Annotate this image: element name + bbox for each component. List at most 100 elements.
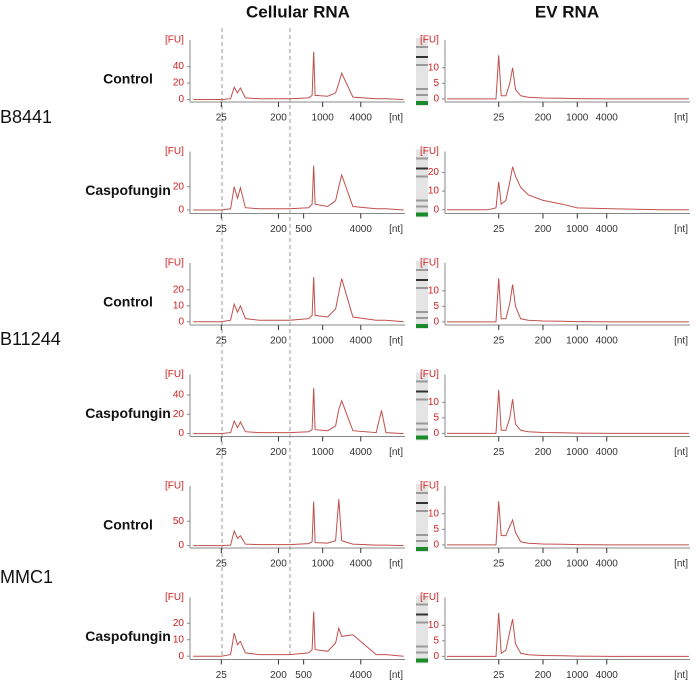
x-tick-label: 500 [295,224,312,235]
gel-band [416,390,428,393]
y-tick-label: 0 [433,540,439,551]
x-axis-label: [nt] [389,224,403,235]
x-tick-label: 200 [535,224,552,235]
gel-band [416,621,428,624]
y-tick-label: 10 [428,397,440,408]
x-axis-label: [nt] [389,113,403,124]
gel-band [416,510,428,512]
gel-band [416,317,428,319]
gel-band [416,534,428,536]
condition-label: Caspofungin [85,628,171,644]
strain-label: B8441 [0,107,52,127]
x-tick-label: 1000 [312,447,335,458]
x-tick-label: 200 [535,670,552,681]
y-tick-label: 0 [433,204,439,215]
x-tick-label: 4000 [350,447,373,458]
y-tick-label: 0 [178,316,184,327]
gel-band [416,398,428,401]
y-axis-label: [FU] [165,258,184,269]
y-tick-label: 0 [433,317,439,328]
x-tick-label: 1000 [566,447,589,458]
y-tick-label: 40 [173,390,185,401]
y-tick-label: 5 [433,78,439,89]
x-tick-label: 4000 [350,559,373,570]
x-axis-label: [nt] [674,113,688,124]
gel-band [416,64,428,66]
x-tick-label: 4000 [596,113,619,124]
y-axis-label: [FU] [165,481,184,492]
x-axis-label: [nt] [674,670,688,681]
trace [193,165,404,211]
y-tick-label: 20 [173,181,185,192]
y-axis-label: [FU] [165,592,184,603]
x-tick-label: 200 [270,113,287,124]
x-tick-label: 200 [270,559,287,570]
gel-band [416,311,428,313]
y-tick-label: 0 [433,94,439,105]
gel-marker [416,658,428,663]
y-tick-label: 5 [433,635,439,646]
gel-band [416,269,428,271]
y-tick-label: 10 [173,634,185,645]
y-axis-label: [FU] [165,369,184,380]
y-axis-label: [FU] [420,369,439,380]
x-tick-label: 25 [216,447,228,458]
x-tick-label: 200 [535,336,552,347]
gel-marker [416,547,428,551]
y-tick-label: 0 [178,540,184,551]
y-tick-label: 0 [433,651,439,662]
x-axis-label: [nt] [389,670,403,681]
column-title: EV RNA [535,2,599,21]
y-axis-label: [FU] [420,481,439,492]
x-tick-label: 1000 [312,113,335,124]
gel-band [416,56,428,58]
x-tick-label: 4000 [596,447,619,458]
gel-band [416,645,428,648]
trace [447,612,689,657]
x-tick-label: 4000 [596,336,619,347]
x-axis-label: [nt] [674,447,688,458]
x-tick-label: 1000 [566,670,589,681]
condition-label: Caspofungin [85,405,171,421]
y-tick-label: 5 [433,301,439,312]
strain-label: MMC1 [0,567,53,587]
x-tick-label: 4000 [350,224,373,235]
x-tick-label: 200 [270,224,287,235]
x-axis-label: [nt] [674,336,688,347]
y-axis-label: [FU] [420,258,439,269]
trace [447,278,689,323]
gel-band [416,613,428,616]
gel-band [416,492,428,494]
x-tick-label: 25 [216,559,228,570]
strain-label: B11244 [0,329,61,349]
x-tick-label: 200 [270,336,287,347]
gel-band [416,603,428,606]
x-tick-label: 25 [493,224,505,235]
y-tick-label: 20 [173,78,185,89]
trace [447,166,689,211]
y-axis-label: [FU] [165,146,184,157]
gel-band [416,287,428,289]
trace [447,501,689,546]
x-tick-label: 25 [216,336,228,347]
y-tick-label: 0 [178,94,184,105]
x-tick-label: 4000 [350,336,373,347]
x-axis-label: [nt] [389,336,403,347]
x-axis-label: [nt] [389,559,403,570]
trace [193,51,404,100]
x-tick-label: 200 [270,447,287,458]
x-tick-label: 1000 [566,224,589,235]
condition-label: Control [103,294,153,310]
gel-band [416,88,428,90]
y-tick-label: 0 [178,205,184,216]
gel-band [416,157,428,160]
trace [193,611,404,657]
y-tick-label: 10 [428,186,440,197]
y-tick-label: 20 [173,409,185,420]
gel-band [416,422,428,425]
x-tick-label: 200 [535,559,552,570]
gel-band [416,279,428,281]
y-axis-label: [FU] [420,35,439,46]
gel-band [416,94,428,96]
x-tick-label: 25 [493,336,505,347]
